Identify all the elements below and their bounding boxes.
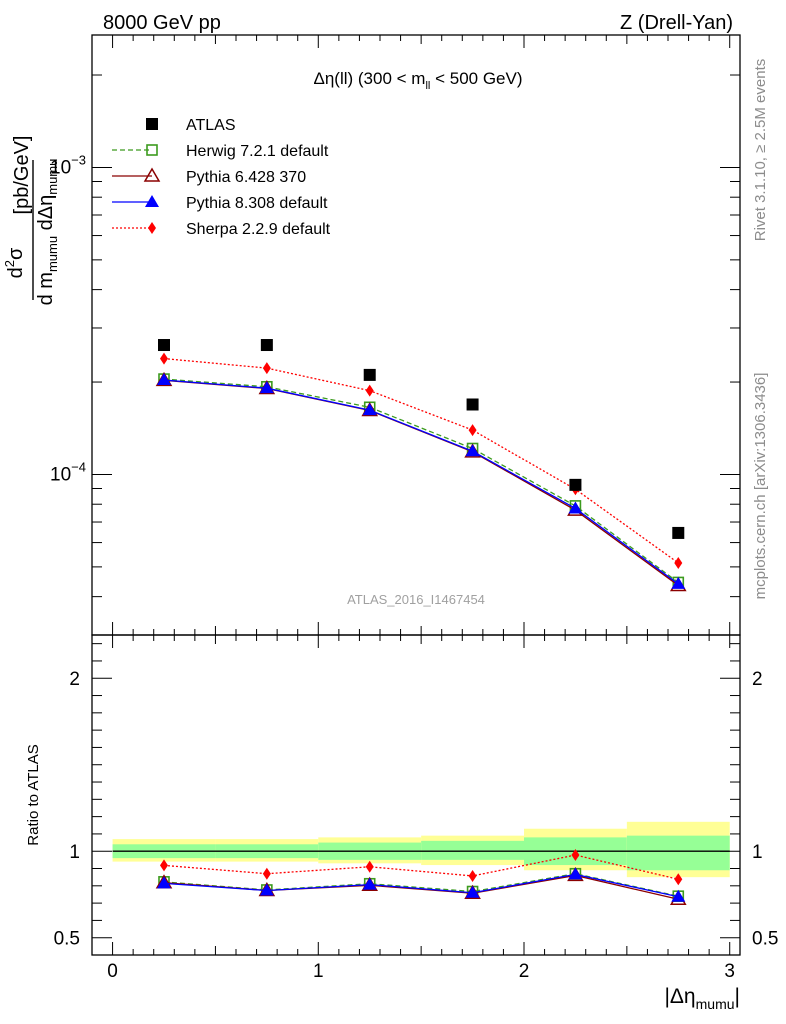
ratio-point-2 <box>465 885 480 898</box>
series-line-3 <box>163 379 679 585</box>
main-series-layer <box>155 339 687 592</box>
series-line-1 <box>163 378 679 583</box>
data-point-0 <box>672 526 685 539</box>
ratio-y-tick-label-right: 1 <box>752 842 763 863</box>
ratio-line-0 <box>163 873 679 897</box>
ratio-series-layer <box>155 849 687 906</box>
data-point-4 <box>160 352 168 365</box>
x-tick-label: 3 <box>724 961 735 982</box>
data-point-0 <box>158 339 170 352</box>
ratio-point-2 <box>362 877 377 890</box>
series-line-4 <box>163 357 679 564</box>
data-point-4 <box>365 384 374 397</box>
ratio-point-2 <box>157 876 171 889</box>
legend: ATLAS Herwig 7.2.1 default Pythia 6.428 37… <box>112 117 331 238</box>
legend-label: Pythia 6.428 370 <box>186 169 306 186</box>
legend-marker <box>148 222 156 234</box>
data-point-3 <box>465 444 480 457</box>
ratio-line-2 <box>163 873 679 898</box>
ratio-point-3 <box>262 867 271 880</box>
ratio-point-3 <box>365 860 374 873</box>
ratio-band-inner <box>626 835 730 871</box>
data-point-0 <box>260 339 273 352</box>
header-right: Z (Drell-Yan) <box>620 12 733 34</box>
chart-title: Δη(ll) (300 < mll < 500 GeV) <box>313 69 522 92</box>
ratio-point-3 <box>468 869 477 882</box>
legend-marker <box>146 118 158 130</box>
ratio-y-tick-label: 1 <box>69 842 80 863</box>
data-point-4 <box>468 424 477 437</box>
ratio-point-3 <box>571 849 580 862</box>
ratio-point-2 <box>568 867 583 880</box>
data-point-3 <box>157 373 171 386</box>
x-tick-label: 1 <box>313 961 324 982</box>
ratio-point-3 <box>160 859 168 872</box>
axes-layer: 0 1 2 3 10−4 10−3 0.5 0.5 1 1 2 2 <box>50 34 778 982</box>
ratio-frame <box>91 634 741 956</box>
main-y-axis-label: [pb/GeV] d2σ d mmumu dΔηmumu <box>2 136 60 306</box>
svg-text:[pb/GeV]: [pb/GeV] <box>11 136 33 215</box>
x-tick-label: 2 <box>519 961 530 982</box>
header-left: 8000 GeV pp <box>103 12 221 34</box>
legend-marker <box>146 144 158 156</box>
legend-label: ATLAS <box>186 117 236 134</box>
ratio-band-inner <box>421 840 524 860</box>
ratio-y-tick-label-right: 2 <box>752 669 763 690</box>
ratio-point-2 <box>671 889 686 902</box>
legend-label: Sherpa 2.2.9 default <box>186 221 331 238</box>
x-tick-label: 0 <box>107 961 118 982</box>
series-line-2 <box>163 379 679 586</box>
ratio-y-tick-label: 0.5 <box>54 929 80 950</box>
data-point-0 <box>466 398 479 411</box>
ratio-point-3 <box>674 873 683 886</box>
rivet-label: Rivet 3.1.10, ≥ 2.5M events <box>752 59 769 242</box>
analysis-watermark: ATLAS_2016_I1467454 <box>347 592 485 607</box>
ratio-y-tick-label-right: 0.5 <box>752 929 778 950</box>
y-tick-label: 10−4 <box>50 459 86 485</box>
data-point-4 <box>674 556 683 569</box>
ratio-y-axis-label: Ratio to ATLAS <box>25 744 42 845</box>
svg-text:d2σ: d2σ <box>2 247 27 278</box>
y-tick-label: 10−3 <box>50 152 86 178</box>
x-axis-label: |Δηmumu| <box>664 985 740 1012</box>
legend-label: Herwig 7.2.1 default <box>186 143 329 160</box>
legend-label: Pythia 8.308 default <box>186 195 328 212</box>
ratio-y-tick-label: 2 <box>69 669 80 690</box>
data-point-3 <box>259 381 274 394</box>
data-point-3 <box>362 403 377 416</box>
data-point-0 <box>363 368 376 381</box>
data-point-4 <box>262 362 271 375</box>
data-point-3 <box>568 501 583 514</box>
legend-marker <box>143 167 161 182</box>
data-point-3 <box>671 576 686 589</box>
ratio-line-3 <box>163 854 679 880</box>
legend-marker <box>145 195 159 207</box>
ratio-point-2 <box>259 883 274 896</box>
data-point-0 <box>569 478 582 491</box>
mcplots-label: mcplots.cern.ch [arXiv:1306.3436] <box>752 373 769 600</box>
ratio-uncertainty-bands <box>112 821 730 878</box>
svg-text:d mmumu dΔηmumu: d mmumu dΔηmumu <box>35 159 60 306</box>
